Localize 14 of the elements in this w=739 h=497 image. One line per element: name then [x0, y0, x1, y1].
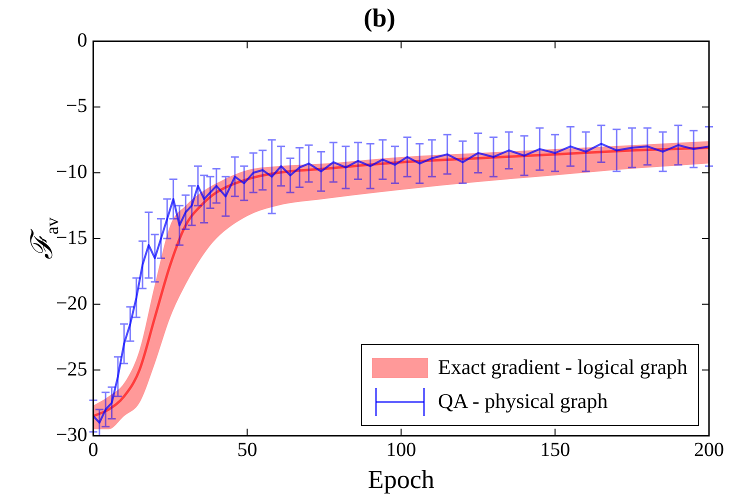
- chart-title: (b): [364, 3, 396, 32]
- y-tick-label: −30: [56, 424, 88, 446]
- y-tick-label: −20: [56, 292, 88, 315]
- y-tick-label: 0: [77, 29, 88, 52]
- y-tick-label: −10: [56, 160, 88, 183]
- x-tick-label: 100: [386, 439, 416, 462]
- x-tick-label: 150: [540, 439, 570, 462]
- x-tick-label: 50: [237, 439, 258, 462]
- y-tick-label: −25: [56, 358, 88, 380]
- x-axis-title: Epoch: [368, 465, 434, 494]
- y-tick-label: −5: [66, 95, 88, 118]
- legend-label: QA - physical graph: [438, 389, 608, 414]
- x-tick-label: 200: [694, 439, 724, 462]
- legend-label: Exact gradient - logical graph: [438, 355, 688, 380]
